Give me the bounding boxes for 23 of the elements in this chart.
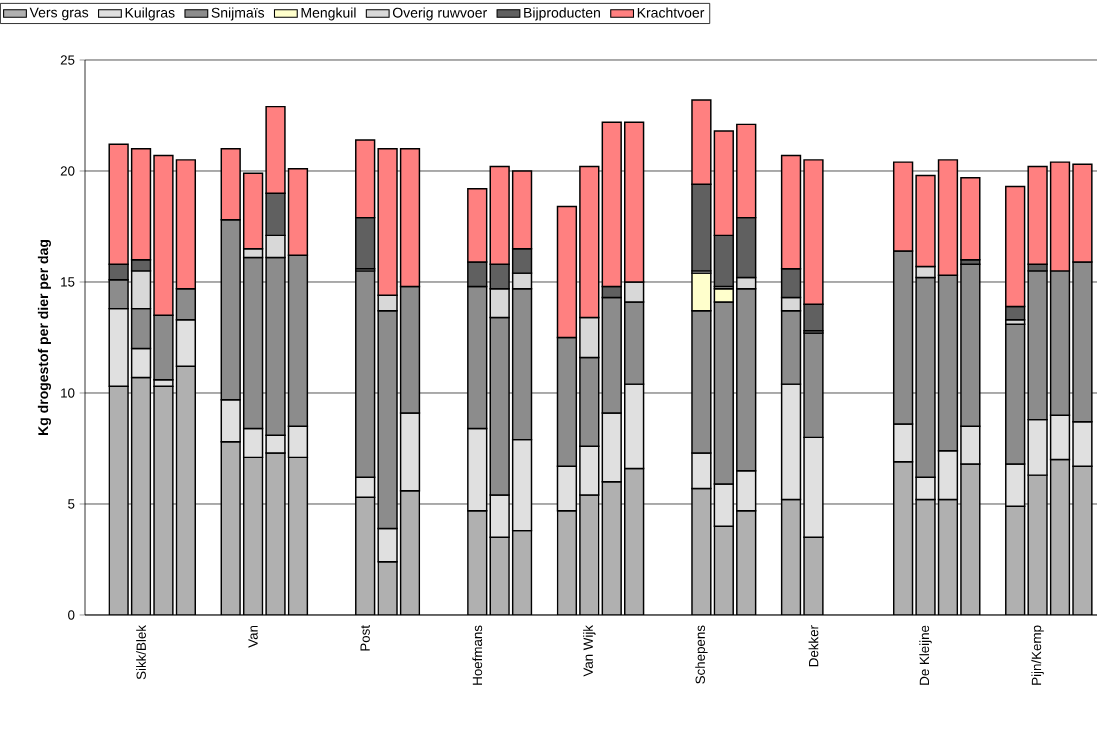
legend-label: Snijmaïs: [211, 7, 265, 21]
y-tick-label: 0: [68, 610, 75, 620]
x-tick-label: Van Wijk: [583, 625, 596, 677]
x-tick-label: Hoefmans: [472, 625, 483, 685]
legend-label: Krachtvoer: [637, 7, 705, 18]
y-tick-label: 10: [61, 388, 75, 398]
legend-label: Vers gras: [29, 7, 89, 21]
x-tick-label: Post: [360, 625, 370, 651]
legend-label: Bijproducten: [524, 7, 600, 21]
legend-label: Mengkuil: [301, 7, 356, 21]
x-tick-label: Van: [248, 625, 258, 648]
x-tick-label: Sikk/Blek: [136, 625, 146, 680]
y-tick-label: 5: [68, 499, 75, 509]
x-tick-label: Schepens: [695, 625, 708, 684]
y-axis-title: Kg drogestof per dier per dag: [37, 240, 51, 435]
y-tick-label: 25: [60, 55, 75, 65]
x-tick-label: De Kleijne: [919, 625, 932, 685]
x-tick-label: Pijn/Kemp: [1031, 625, 1044, 685]
legend-label: Overig ruwvoer: [392, 7, 487, 21]
legend-label: Kuilgras: [125, 7, 175, 21]
y-tick-label: 15: [61, 277, 75, 287]
y-tick-label: 20: [60, 166, 75, 176]
x-tick-label: Dekker: [808, 625, 819, 667]
